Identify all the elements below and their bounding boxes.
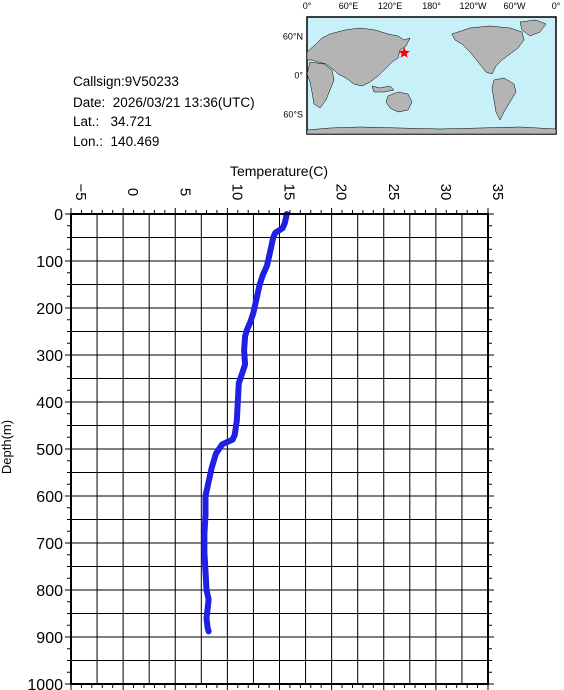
map-lon-label: 60°W [503, 1, 526, 11]
map-lat-label: 60°N [283, 32, 303, 42]
south-america-landmass [491, 77, 517, 121]
x-tick-label: 10 [228, 184, 245, 201]
y-tick-label: 600 [36, 489, 63, 506]
lat-line: Lat.: 34.721 [73, 114, 152, 130]
map-lat-label: 0° [294, 71, 303, 81]
y-tick-label: 900 [36, 630, 63, 647]
y-tick-label: 100 [36, 254, 63, 271]
world-map: 0° 60°E 120°E 180° 120°W 60°W 0° 60°N 0° 60°S [283, 1, 561, 135]
y-axis-title: Depth(m) [0, 420, 14, 474]
map-lon-label: 60°E [339, 1, 359, 11]
x-tick-label: 35 [489, 184, 506, 201]
callsign-line: Callsign:9V50233 [73, 74, 179, 90]
lon-line: Lon.: 140.469 [73, 134, 159, 150]
y-tick-label: 1000 [27, 677, 63, 690]
map-lat-label: 60°S [283, 110, 303, 120]
date-line: Date: 2026/03/21 13:36(UTC) [73, 95, 255, 111]
y-tick-label: 500 [36, 442, 63, 459]
lon-value: 140.469 [110, 134, 160, 149]
greenland-landmass [519, 19, 547, 37]
x-tick-label: 5 [176, 188, 193, 196]
y-tick-label: 0 [54, 207, 63, 224]
map-lon-label: 0° [552, 1, 561, 11]
map-land [306, 19, 557, 135]
africa-landmass [306, 61, 335, 109]
lat-value: 34.721 [110, 114, 152, 129]
lat-label: Lat.: [73, 114, 100, 129]
x-tick-labels: −5 0 5 10 15 20 25 30 35 [72, 183, 506, 200]
x-axis-title: Temperature(C) [230, 163, 328, 179]
eurasia-landmass [306, 27, 411, 87]
date-value: 2026/03/21 13:36(UTC) [112, 95, 255, 110]
temperature-profile-line [201, 211, 290, 635]
y-tick-label: 400 [36, 395, 63, 412]
x-tick-label: 30 [437, 184, 454, 201]
x-tick-label: 15 [281, 184, 298, 201]
callsign-value: 9V50233 [124, 74, 179, 89]
map-lon-label: 120°W [459, 1, 487, 11]
north-america-landmass [451, 25, 525, 75]
indonesia-landmass [371, 85, 395, 93]
australia-landmass [385, 91, 413, 113]
y-tick-label: 300 [36, 348, 63, 365]
map-lon-labels: 0° 60°E 120°E 180° 120°W 60°W 0° [303, 1, 561, 11]
callsign-label: Callsign: [73, 74, 125, 89]
x-tick-label: 20 [333, 184, 350, 201]
y-tick-labels: 0 100 200 300 400 500 600 700 800 900 1000 [27, 207, 63, 690]
x-tick-label: −5 [72, 183, 89, 200]
date-label: Date: [73, 95, 106, 110]
map-lat-labels: 60°N 0° 60°S [283, 32, 304, 120]
chart-grid [70, 213, 489, 685]
map-lon-label: 120°E [378, 1, 403, 11]
y-tick-label: 200 [36, 301, 63, 318]
station-location-star-icon [398, 46, 410, 58]
x-tick-label: 25 [385, 184, 402, 201]
map-lon-label: 0° [303, 1, 312, 11]
plot-frame [70, 213, 489, 685]
lon-label: Lon.: [73, 134, 104, 149]
map-lon-label: 180° [422, 1, 441, 11]
y-tick-label: 700 [36, 536, 63, 553]
antarctica-landmass [306, 126, 557, 135]
x-tick-label: 0 [124, 188, 141, 196]
y-tick-label: 800 [36, 583, 63, 600]
